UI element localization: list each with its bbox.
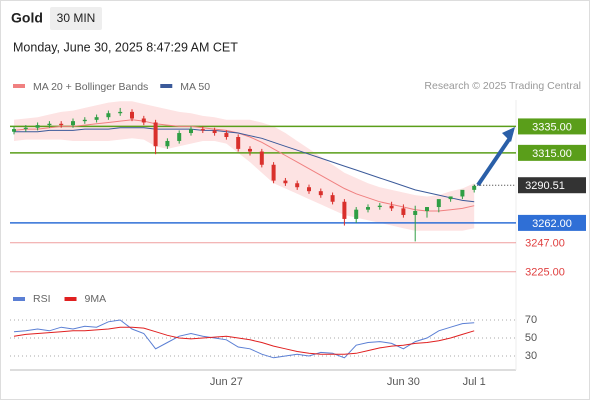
candle-body (23, 127, 28, 130)
candle-body (413, 211, 418, 215)
candle-body (248, 148, 252, 152)
candle-body (330, 195, 335, 202)
y-tick-label: 70 (525, 314, 537, 326)
candle-body (318, 191, 323, 196)
candle-body (460, 189, 465, 197)
candle-body (141, 118, 146, 123)
level-box (518, 118, 586, 135)
candle-body (259, 151, 264, 165)
timeframe-box (50, 7, 102, 30)
level-label: 3247.00 (525, 238, 565, 250)
legend-swatch (13, 297, 25, 301)
candle-body (118, 111, 123, 114)
legend-label: 9MA (85, 293, 107, 305)
candle-body (12, 129, 16, 132)
last-price-label: 3290.51 (525, 180, 565, 192)
candle-body (448, 196, 453, 200)
y-tick-label: 50 (525, 332, 537, 344)
candle-body (224, 133, 229, 137)
ma-line (13, 119, 475, 212)
candle-body (342, 201, 347, 219)
legend-label: RSI (33, 293, 51, 305)
candle-body (47, 123, 52, 126)
candle-body (436, 199, 441, 208)
title: Gold (11, 10, 43, 26)
source: Research © 2025 Trading Central (424, 80, 581, 92)
candle-body (35, 125, 40, 128)
candle-body (189, 129, 193, 134)
candle-body (271, 164, 276, 181)
candle-body (200, 129, 205, 131)
legend-label: MA 20 + Bollinger Bands (33, 81, 148, 93)
candle-body (165, 140, 170, 147)
candle-body (472, 185, 477, 190)
level-label: 3262.00 (532, 218, 572, 230)
candle-body (82, 119, 87, 122)
candle-body (354, 209, 359, 219)
arrow (476, 136, 512, 187)
x-tick-label: Jun 27 (210, 376, 243, 388)
legend-swatch (160, 84, 173, 88)
candle-body (59, 123, 64, 126)
timeframe: 30 MIN (57, 11, 96, 25)
candle-body (212, 130, 217, 134)
candle-body (377, 205, 382, 208)
candle-body (94, 117, 99, 120)
x-tick-label: Jun 30 (387, 376, 420, 388)
bollinger-band (14, 101, 475, 231)
x-tick-label: Jul 1 (463, 376, 486, 388)
arrow-head (502, 127, 515, 142)
level-label: 3315.00 (532, 148, 572, 160)
ma-line (14, 127, 475, 203)
last-price-box (518, 177, 586, 194)
candle-body (295, 183, 300, 188)
candle-body (366, 207, 370, 210)
y-tick-label: 30 (525, 350, 537, 362)
level-box (518, 144, 586, 161)
candle-body (401, 208, 406, 215)
candle-body (106, 113, 111, 118)
candle-body (283, 180, 288, 184)
level-label: 3225.00 (525, 267, 565, 279)
candle-body (153, 122, 158, 147)
level-box (518, 214, 586, 231)
legend-swatch (13, 84, 25, 88)
candle-body (71, 121, 75, 126)
candle-body (425, 207, 429, 211)
subtitle: Monday, June 30, 2025 8:47:29 AM CET (13, 40, 238, 54)
candle-body (307, 187, 311, 192)
candle-body (236, 137, 241, 149)
candle-body (389, 205, 394, 209)
legend-label: MA 50 (180, 81, 210, 93)
candle-body (130, 111, 134, 119)
legend-swatch (64, 297, 77, 301)
level-label: 3335.00 (532, 121, 572, 133)
candle-body (177, 133, 182, 141)
rsi-line (13, 326, 475, 355)
